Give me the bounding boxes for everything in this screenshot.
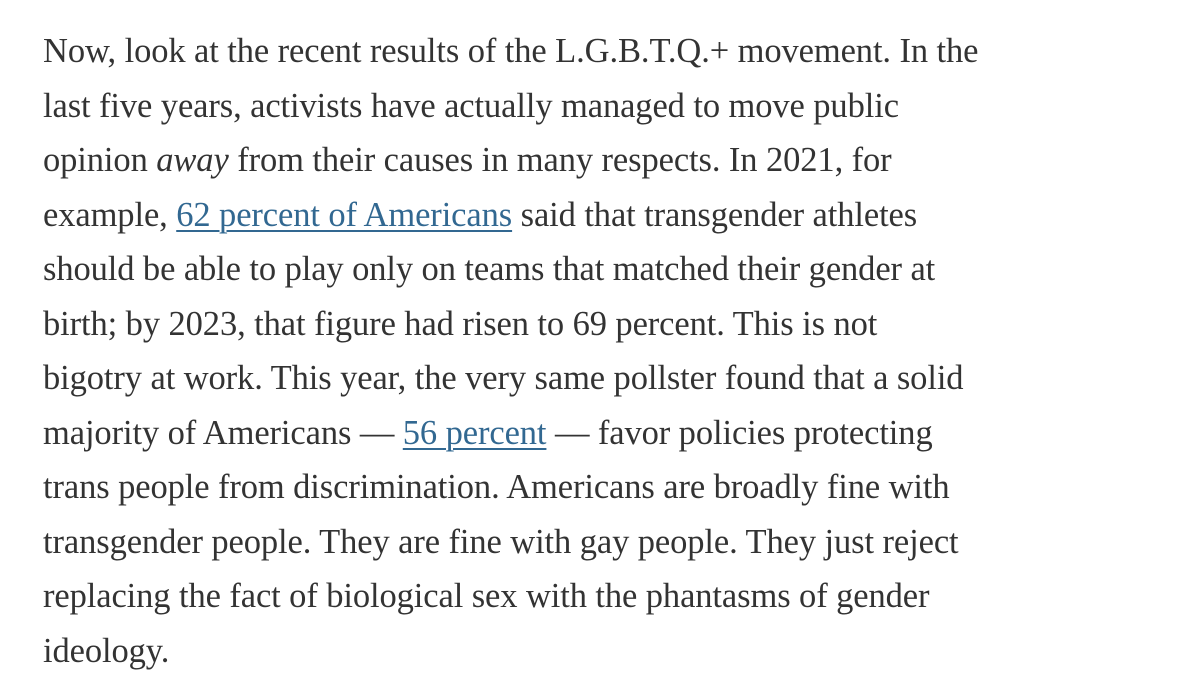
text-segment: — favor policies protecting — [546, 413, 933, 452]
text-segment: from their causes in many respects. In 2… — [228, 141, 892, 179]
article-paragraph: Now, look at the recent results of the L… — [43, 24, 1163, 678]
article-body: Now, look at the recent results of the L… — [43, 24, 1163, 678]
text-segment: majority of Americans — — [43, 413, 403, 452]
text-line: transgender people. They are fine with g… — [43, 522, 959, 561]
text-segment: said that transgender athletes — [512, 195, 918, 234]
text-line: trans people from discrimination. Americ… — [43, 468, 950, 506]
emphasized-word: away — [156, 141, 229, 179]
text-line: opinion away from their causes in many r… — [43, 133, 1163, 188]
text-line: ideology. — [43, 631, 170, 670]
text-line: majority of Americans — 56 percent — fav… — [43, 406, 1163, 461]
text-line: last five years, activists have actually… — [43, 86, 899, 125]
text-line: birth; by 2023, that figure had risen to… — [43, 304, 878, 343]
text-segment: opinion — [43, 141, 157, 179]
text-line: should be able to play only on teams tha… — [43, 250, 936, 288]
poll-link-62-percent[interactable]: 62 percent of Americans — [176, 195, 513, 234]
text-line: example, 62 percent of Americans said th… — [43, 188, 1163, 243]
text-line: replacing the fact of biological sex wit… — [43, 577, 930, 615]
text-segment: example, — [43, 195, 177, 234]
poll-link-56-percent[interactable]: 56 percent — [402, 413, 547, 452]
text-line: bigotry at work. This year, the very sam… — [43, 359, 964, 397]
text-line: Now, look at the recent results of the L… — [43, 32, 979, 70]
